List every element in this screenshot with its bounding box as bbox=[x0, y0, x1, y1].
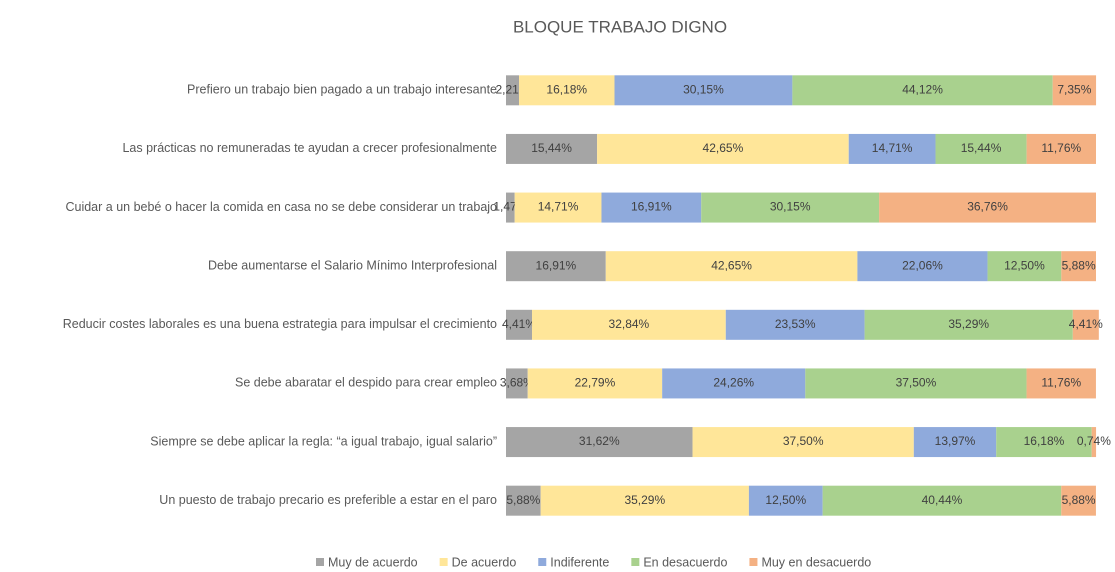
data-label: 5,88% bbox=[1062, 493, 1096, 507]
bar-segment bbox=[532, 309, 726, 340]
category-label: Las prácticas no remuneradas te ayudan a… bbox=[122, 141, 497, 155]
bar-segment bbox=[1072, 309, 1099, 340]
bar-segment bbox=[935, 133, 1027, 164]
data-label: 30,15% bbox=[683, 82, 724, 96]
bar-segment bbox=[597, 133, 849, 164]
legend-swatch bbox=[749, 558, 758, 566]
data-label: 7,35% bbox=[1057, 82, 1091, 96]
category-label: Debe aumentarse el Salario Mínimo Interp… bbox=[208, 258, 497, 272]
data-label: 12,50% bbox=[765, 493, 806, 507]
legend-swatch bbox=[631, 558, 640, 566]
data-label: 11,76% bbox=[1041, 376, 1081, 390]
data-label: 4,41% bbox=[502, 317, 536, 331]
data-label: 36,76% bbox=[967, 200, 1008, 214]
bar-segment bbox=[1026, 368, 1096, 399]
data-label: 3,68% bbox=[500, 376, 534, 390]
bar-segment bbox=[879, 192, 1096, 223]
bar-segment bbox=[913, 427, 997, 458]
bar-segment bbox=[805, 368, 1027, 399]
legend-swatch bbox=[439, 558, 448, 566]
data-label: 40,44% bbox=[922, 493, 963, 507]
data-label: 31,62% bbox=[579, 434, 620, 448]
bar-segment bbox=[605, 251, 858, 282]
legend-label: Muy en desacuerdo bbox=[761, 555, 871, 569]
data-label: 35,29% bbox=[948, 317, 989, 331]
category-label: Cuidar a un bebé o hacer la comida en ca… bbox=[65, 200, 497, 214]
data-label: 14,71% bbox=[538, 200, 579, 214]
data-label: 35,29% bbox=[624, 493, 665, 507]
bar-segment bbox=[662, 368, 806, 399]
data-label: 42,65% bbox=[703, 141, 744, 155]
bar-segment bbox=[1091, 427, 1097, 458]
legend-label: En desacuerdo bbox=[643, 555, 727, 569]
bar-segment bbox=[506, 368, 528, 399]
bar-segment bbox=[614, 75, 793, 106]
data-label: 0,74% bbox=[1077, 434, 1111, 448]
bar-segment bbox=[996, 427, 1092, 458]
bar-segment bbox=[692, 427, 914, 458]
chart-title: BLOQUE TRABAJO DIGNO bbox=[513, 17, 727, 36]
category-label: Prefiero un trabajo bien pagado a un tra… bbox=[187, 83, 497, 97]
bar-segment bbox=[1061, 251, 1096, 282]
data-label: 11,76% bbox=[1041, 141, 1081, 155]
bar-segment bbox=[519, 75, 615, 106]
bar-segment bbox=[1052, 75, 1097, 106]
bar-segment bbox=[822, 485, 1062, 516]
bar-segment bbox=[514, 192, 602, 223]
bar-segment bbox=[506, 309, 533, 340]
data-label: 12,50% bbox=[1004, 258, 1045, 272]
bar-segment bbox=[701, 192, 880, 223]
data-label: 22,79% bbox=[575, 376, 616, 390]
data-label: 16,18% bbox=[546, 82, 587, 96]
category-label: Se debe abaratar el despido para crear e… bbox=[235, 376, 497, 390]
bar-segment bbox=[506, 192, 515, 223]
data-label: 24,26% bbox=[713, 376, 754, 390]
legend-label: Muy de acuerdo bbox=[328, 555, 418, 569]
legend-label: Indiferente bbox=[550, 555, 609, 569]
bar-segment bbox=[987, 251, 1062, 282]
bar-segment bbox=[748, 485, 823, 516]
data-label: 23,53% bbox=[775, 317, 816, 331]
data-label: 16,91% bbox=[631, 200, 672, 214]
data-label: 15,44% bbox=[961, 141, 1002, 155]
bar-segment bbox=[506, 251, 606, 282]
bar-segment bbox=[848, 133, 936, 164]
bar-segment bbox=[540, 485, 749, 516]
bar-segment bbox=[506, 485, 541, 516]
bar-segment bbox=[1061, 485, 1096, 516]
data-label: 13,97% bbox=[935, 434, 976, 448]
legend-swatch bbox=[538, 558, 547, 566]
bar-segment bbox=[506, 427, 693, 458]
bar-segment bbox=[506, 75, 520, 106]
data-label: 5,88% bbox=[506, 493, 540, 507]
data-label: 37,50% bbox=[783, 434, 824, 448]
data-label: 4,41% bbox=[1069, 317, 1103, 331]
data-label: 16,18% bbox=[1024, 434, 1065, 448]
category-label: Reducir costes laborales es una buena es… bbox=[63, 317, 497, 331]
data-label: 30,15% bbox=[770, 200, 811, 214]
bar-segment bbox=[792, 75, 1053, 106]
data-label: 32,84% bbox=[609, 317, 650, 331]
bar-segment bbox=[864, 309, 1073, 340]
legend-label: De acuerdo bbox=[452, 555, 517, 569]
bar-segment bbox=[506, 133, 598, 164]
data-label: 37,50% bbox=[896, 376, 937, 390]
bar-segment bbox=[857, 251, 988, 282]
category-label: Siempre se debe aplicar la regla: “a igu… bbox=[150, 434, 497, 448]
data-label: 5,88% bbox=[1062, 258, 1096, 272]
bar-segment bbox=[1026, 133, 1096, 164]
legend-swatch bbox=[316, 558, 324, 566]
data-label: 42,65% bbox=[711, 258, 752, 272]
category-label: Un puesto de trabajo precario es preferi… bbox=[159, 493, 497, 507]
data-label: 16,91% bbox=[536, 258, 577, 272]
data-label: 14,71% bbox=[872, 141, 913, 155]
bar-segment bbox=[601, 192, 702, 223]
data-label: 44,12% bbox=[902, 82, 943, 96]
bar-segment bbox=[527, 368, 663, 399]
data-label: 15,44% bbox=[531, 141, 572, 155]
bar-segment bbox=[725, 309, 865, 340]
data-label: 22,06% bbox=[902, 258, 943, 272]
